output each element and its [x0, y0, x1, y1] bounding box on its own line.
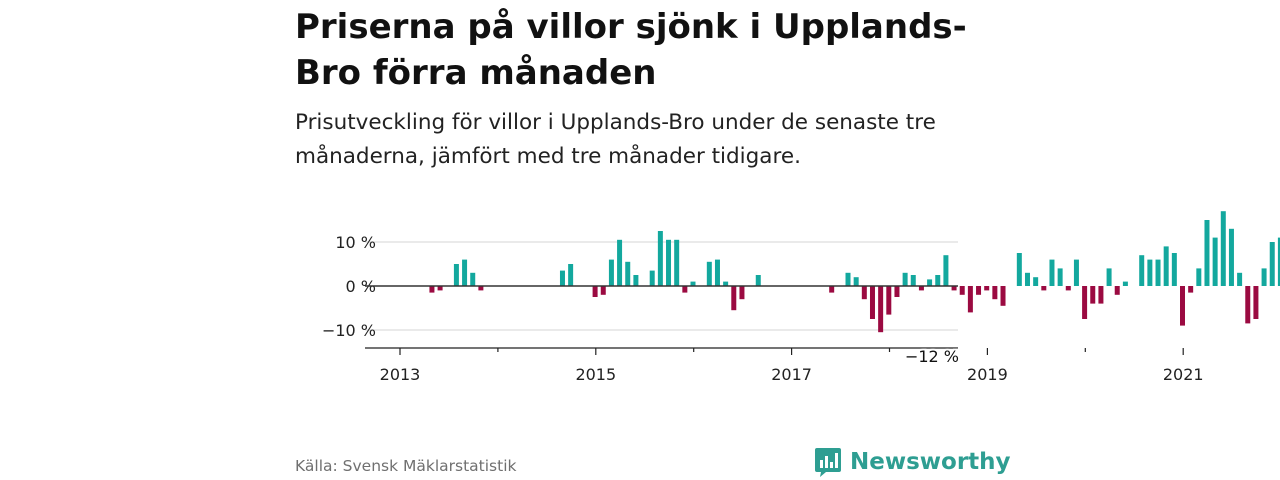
bar	[1277, 237, 1280, 286]
chart-title: Priserna på villor sjönk i Upplands-Bro …	[295, 7, 967, 93]
bar	[1000, 286, 1006, 306]
bar	[1253, 286, 1259, 319]
bar	[674, 239, 680, 286]
bar	[600, 286, 606, 295]
last-value-label: −12 %	[905, 347, 959, 366]
bar	[1098, 286, 1104, 304]
bar	[943, 255, 949, 286]
x-tick-label: 2015	[575, 365, 616, 384]
bar	[894, 286, 900, 297]
x-tick-label: 2021	[1163, 365, 1204, 384]
bar	[625, 261, 631, 286]
y-tick-label: 10 %	[335, 233, 376, 252]
bar	[878, 286, 884, 333]
bar	[1147, 259, 1153, 286]
bar	[927, 279, 933, 286]
bar	[1261, 268, 1267, 286]
brand-name: Newsworthy	[850, 449, 1011, 475]
newsworthy-logo[interactable]: Newsworthy	[814, 446, 1011, 478]
bar	[1016, 253, 1022, 286]
bar	[1024, 272, 1030, 286]
y-tick-label: 0 %	[346, 277, 376, 296]
bar	[935, 275, 941, 286]
bar	[714, 259, 720, 286]
x-tick-label: 2013	[380, 365, 421, 384]
bar	[559, 270, 565, 286]
x-tick-label: 2017	[771, 365, 812, 384]
bar	[453, 264, 459, 286]
bar	[967, 286, 973, 313]
bar	[1245, 286, 1251, 324]
bar	[1114, 286, 1120, 295]
bar	[470, 272, 476, 286]
bar	[1204, 220, 1210, 286]
bar	[1082, 286, 1088, 319]
bar	[853, 277, 859, 286]
bar	[723, 281, 729, 286]
bar	[731, 286, 737, 311]
bar	[886, 286, 892, 315]
bar	[478, 286, 484, 291]
bar	[869, 286, 875, 319]
chart-subtitle: Prisutveckling för villor i Upplands-Bro…	[295, 110, 936, 169]
bar	[608, 259, 614, 286]
bar	[1139, 255, 1145, 286]
newsworthy-icon	[815, 448, 841, 477]
bar	[1180, 286, 1185, 326]
bar	[1057, 268, 1063, 286]
bar	[1237, 272, 1243, 286]
bar	[739, 286, 745, 300]
bar	[861, 286, 867, 300]
y-tick-label: −10 %	[322, 321, 376, 340]
bar	[1073, 259, 1079, 286]
bar	[657, 231, 663, 286]
bar-chart: 10 %0 %−10 %201320152017201920212023−12 …	[322, 211, 1280, 384]
bar	[592, 286, 598, 297]
bar	[1033, 277, 1039, 286]
bar	[1196, 268, 1202, 286]
bar	[568, 264, 574, 286]
bar	[1155, 259, 1161, 286]
bar	[902, 272, 908, 286]
bar	[959, 286, 965, 295]
bar	[690, 281, 696, 286]
bar	[1212, 237, 1218, 286]
bar	[1049, 259, 1055, 286]
bar	[910, 275, 916, 286]
bar	[1106, 268, 1112, 286]
bar	[1065, 286, 1071, 291]
bar	[633, 275, 639, 286]
bar	[1090, 286, 1096, 304]
bar	[984, 286, 990, 291]
bar	[1188, 286, 1194, 293]
bar	[976, 286, 982, 295]
bar	[992, 286, 998, 300]
bar	[1220, 211, 1226, 286]
bar	[617, 239, 623, 286]
bar	[755, 275, 761, 286]
bar	[1228, 228, 1234, 286]
bar	[918, 286, 924, 291]
bar	[951, 286, 957, 291]
bar	[1171, 253, 1177, 286]
bar	[1041, 286, 1047, 291]
bar	[666, 239, 672, 286]
x-tick-label: 2019	[967, 365, 1008, 384]
bar	[706, 261, 712, 286]
bar	[682, 286, 688, 293]
source-note: Källa: Svensk Mäklarstatistik	[295, 457, 517, 475]
bar	[1122, 281, 1128, 286]
bar	[1163, 246, 1169, 286]
bar	[437, 286, 443, 291]
bar	[1269, 242, 1275, 286]
bar	[429, 286, 435, 293]
bar	[462, 259, 468, 286]
bar	[829, 286, 835, 293]
bar	[845, 272, 851, 286]
bar	[649, 270, 655, 286]
